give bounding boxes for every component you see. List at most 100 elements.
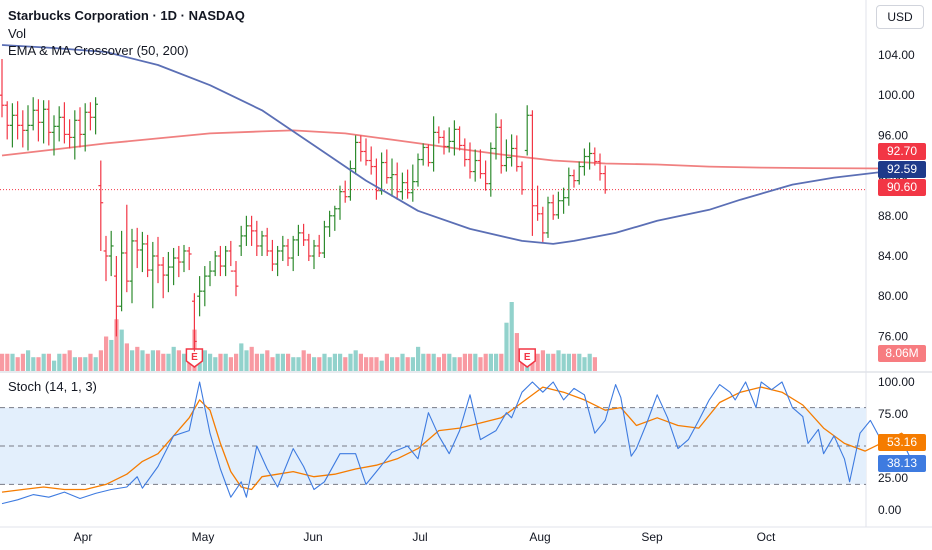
volume-bar bbox=[57, 353, 62, 371]
volume-bar bbox=[72, 357, 77, 371]
price-tick-label: 96.00 bbox=[878, 128, 908, 142]
earnings-marker bbox=[185, 348, 204, 368]
volume-bar bbox=[577, 353, 582, 371]
volume-bar bbox=[551, 353, 556, 371]
volume-bar bbox=[322, 353, 327, 371]
volume-bar bbox=[20, 353, 25, 371]
stoch-legend[interactable]: Stoch (14, 1, 3) bbox=[8, 379, 97, 394]
volume-bar bbox=[343, 357, 348, 371]
stoch-tick-label: 75.00 bbox=[878, 407, 908, 421]
volume-bar bbox=[379, 360, 384, 371]
ema50-price-tag: 92.59 bbox=[878, 161, 926, 178]
ma200-price-tag: 92.70 bbox=[878, 143, 926, 160]
volume-bar bbox=[483, 353, 488, 371]
stoch-tick-label: 100.00 bbox=[878, 375, 915, 389]
indicator-legend[interactable]: EMA & MA Crossover (50, 200) bbox=[8, 43, 189, 58]
volume-bar bbox=[275, 353, 280, 371]
volume-bar bbox=[431, 353, 436, 371]
time-tick-label: Jul bbox=[412, 530, 427, 544]
volume-bar bbox=[62, 353, 67, 371]
volume-bar bbox=[447, 353, 452, 371]
volume-bar bbox=[249, 346, 254, 371]
earnings-marker-label: E bbox=[524, 352, 531, 363]
stoch-k-tag: 38.13 bbox=[878, 455, 926, 472]
volume-bar bbox=[421, 353, 426, 371]
chart-title[interactable]: Starbucks Corporation · 1D · NASDAQ bbox=[8, 8, 245, 23]
volume-bar bbox=[405, 357, 410, 371]
volume-bar bbox=[426, 353, 431, 371]
volume-bar bbox=[234, 353, 239, 371]
volume-bar bbox=[416, 346, 421, 371]
volume-bar bbox=[364, 357, 369, 371]
volume-bar bbox=[228, 357, 233, 371]
volume-bar bbox=[374, 357, 379, 371]
time-tick-label: May bbox=[192, 530, 215, 544]
time-tick-label: Oct bbox=[757, 530, 776, 544]
volume-bar bbox=[348, 353, 353, 371]
price-tick-label: 100.00 bbox=[878, 88, 915, 102]
volume-bar bbox=[223, 353, 228, 371]
volume-bar bbox=[46, 353, 51, 371]
volume-bar bbox=[317, 357, 322, 371]
volume-bar bbox=[176, 350, 181, 371]
volume-bar bbox=[535, 353, 540, 371]
volume-bar bbox=[270, 357, 275, 371]
volume-bar bbox=[26, 350, 31, 371]
volume-bar bbox=[286, 353, 291, 371]
volume-bar bbox=[410, 357, 415, 371]
volume-bar bbox=[5, 353, 10, 371]
volume-bar bbox=[104, 336, 109, 371]
time-tick-label: Aug bbox=[529, 530, 550, 544]
volume-bar bbox=[332, 353, 337, 371]
volume-bar bbox=[10, 353, 15, 371]
price-tick-label: 76.00 bbox=[878, 329, 908, 343]
volume-bar bbox=[78, 357, 83, 371]
volume-bar bbox=[499, 353, 504, 371]
volume-bar bbox=[390, 357, 395, 371]
price-tick-label: 88.00 bbox=[878, 209, 908, 223]
last-price-tag: 90.60 bbox=[878, 179, 926, 196]
volume-tag: 8.06M bbox=[878, 345, 926, 362]
volume-bar bbox=[353, 350, 358, 371]
price-tick-label: 104.00 bbox=[878, 48, 915, 62]
volume-bar bbox=[462, 353, 467, 371]
volume-bar bbox=[182, 353, 187, 371]
time-tick-label: Sep bbox=[641, 530, 663, 544]
volume-bar bbox=[582, 357, 587, 371]
volume-bar bbox=[504, 322, 509, 371]
volume-bar bbox=[556, 350, 561, 371]
volume-bar bbox=[166, 353, 171, 371]
volume-bar bbox=[587, 353, 592, 371]
price-tick-label: 84.00 bbox=[878, 249, 908, 263]
volume-bar bbox=[468, 353, 473, 371]
volume-bar bbox=[561, 353, 566, 371]
volume-bar bbox=[306, 353, 311, 371]
volume-bar bbox=[0, 353, 5, 371]
volume-bar bbox=[301, 350, 306, 371]
volume-bar bbox=[98, 350, 103, 371]
volume-bar bbox=[457, 357, 462, 371]
volume-bar bbox=[88, 353, 93, 371]
volume-bar bbox=[156, 350, 161, 371]
stoch-d-tag: 53.16 bbox=[878, 434, 926, 451]
volume-bar bbox=[494, 353, 499, 371]
ema50-line bbox=[1, 44, 913, 245]
volume-bar bbox=[540, 350, 545, 371]
earnings-marker-label: E bbox=[191, 352, 198, 363]
volume-bar bbox=[161, 353, 166, 371]
time-tick-label: Jun bbox=[303, 530, 322, 544]
ma200-line bbox=[1, 129, 913, 170]
volume-bar bbox=[280, 353, 285, 371]
volume-legend[interactable]: Vol bbox=[8, 26, 27, 41]
volume-bar bbox=[254, 353, 259, 371]
volume-bar bbox=[130, 350, 135, 371]
volume-bar bbox=[114, 319, 119, 371]
volume-bar bbox=[358, 353, 363, 371]
volume-bar bbox=[109, 339, 114, 371]
volume-bar bbox=[135, 346, 140, 371]
currency-button[interactable]: USD bbox=[876, 5, 924, 29]
stoch-tick-label: 0.00 bbox=[878, 503, 902, 517]
volume-bar bbox=[67, 350, 72, 371]
price-tick-label: 80.00 bbox=[878, 289, 908, 303]
